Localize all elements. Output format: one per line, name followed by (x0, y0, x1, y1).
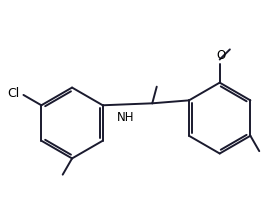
Text: O: O (216, 49, 225, 62)
Text: Cl: Cl (7, 88, 20, 100)
Text: NH: NH (117, 111, 135, 124)
